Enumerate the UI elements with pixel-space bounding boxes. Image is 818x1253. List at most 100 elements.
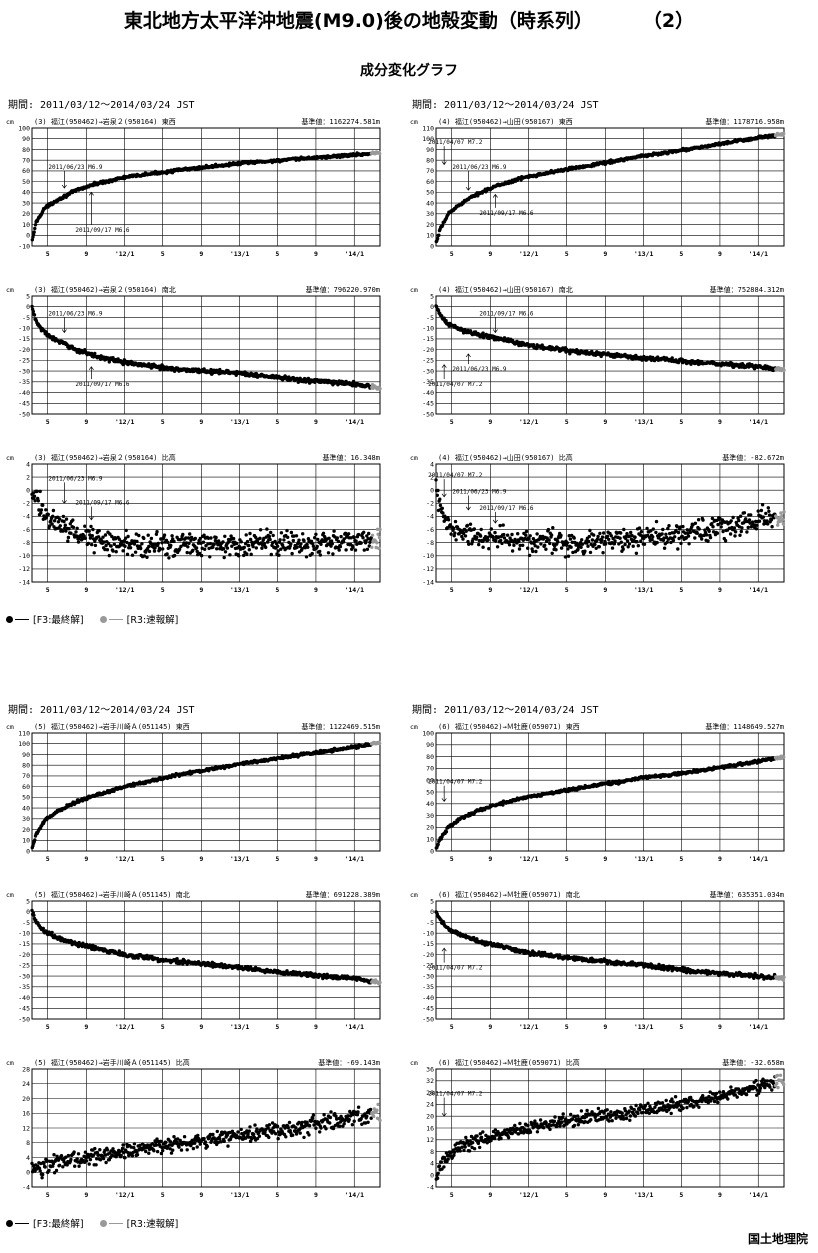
data-point-final <box>680 534 684 538</box>
data-point-final <box>527 537 531 541</box>
data-point-final <box>160 541 164 545</box>
data-point-final <box>304 555 309 559</box>
data-point-final <box>305 542 309 546</box>
data-point-final <box>440 223 445 227</box>
data-point-final <box>513 537 517 542</box>
data-point-final <box>760 503 765 507</box>
series-rapid <box>369 150 382 156</box>
data-point-final <box>770 525 774 529</box>
data-point-final <box>286 535 290 539</box>
data-point-final <box>277 553 281 557</box>
data-point-final <box>624 534 628 539</box>
x-tick-label: 9 <box>84 418 88 426</box>
x-tick-label: 9 <box>314 586 318 594</box>
data-point-final <box>179 537 184 541</box>
y-tick-label: 20 <box>22 210 30 218</box>
x-tick-label: 5 <box>679 855 683 863</box>
data-point-final <box>733 534 737 538</box>
chart-panel-4-height: cm (4) 福江(950462)→山田(950167) 比高 基準値：-82.67… <box>410 453 786 594</box>
data-point-final <box>63 523 67 527</box>
y-tick-label: 60 <box>426 777 434 785</box>
data-point-final <box>152 549 157 553</box>
annotation-label: 2011/06/23 M6.9 <box>48 310 103 317</box>
data-point-final <box>463 534 468 538</box>
data-point-final <box>553 544 557 548</box>
data-point-final <box>711 525 715 529</box>
y-tick-label: -45 <box>422 400 434 408</box>
data-point-final <box>625 539 630 543</box>
data-point-final <box>512 543 516 547</box>
data-point-final <box>487 547 491 551</box>
data-point-final <box>123 544 127 548</box>
data-point-final <box>731 515 735 520</box>
data-point-final <box>321 531 326 535</box>
data-point-final <box>91 527 95 532</box>
data-point-final <box>507 543 512 547</box>
x-tick-label: 9 <box>84 1023 88 1031</box>
x-tick-label: 9 <box>718 250 722 258</box>
data-point-final <box>651 535 655 539</box>
data-point-final <box>687 542 691 546</box>
data-point-final <box>51 514 55 518</box>
data-point-final <box>756 509 760 513</box>
x-tick-label: 5 <box>679 418 683 426</box>
data-point-final <box>524 529 529 534</box>
data-point-final <box>593 542 597 547</box>
data-point-final <box>327 536 331 540</box>
data-point-rapid <box>782 368 786 372</box>
data-point-final <box>501 523 505 527</box>
series-final <box>434 304 777 373</box>
series-final <box>30 151 373 242</box>
x-tick-label: 9 <box>488 855 492 863</box>
x-tick-label: 9 <box>314 1023 318 1031</box>
data-point-final <box>253 535 258 539</box>
data-point-final <box>117 537 122 541</box>
y-tick-label: 70 <box>426 765 434 773</box>
data-point-final <box>759 508 764 513</box>
data-point-final <box>446 518 451 522</box>
data-point-final <box>231 536 236 541</box>
data-point-final <box>223 550 228 554</box>
data-point-final <box>747 518 752 522</box>
x-tick-label: 5 <box>46 250 50 258</box>
data-point-final <box>435 493 439 497</box>
data-point-final <box>244 533 248 537</box>
y-tick-label: -30 <box>18 972 30 980</box>
data-point-final <box>745 530 749 534</box>
chart-panel-3-east-west: cm (3) 福江(950462)→岩泉２(950164) 東西 基準値：11622… <box>6 117 382 258</box>
data-point-final <box>434 305 439 309</box>
data-point-final <box>481 331 485 335</box>
data-point-final <box>365 534 369 538</box>
x-tick-label: '12/1 <box>115 855 135 863</box>
x-tick-label: 5 <box>565 418 569 426</box>
data-point-final <box>155 530 159 534</box>
data-point-final <box>449 532 453 536</box>
data-point-rapid <box>378 151 382 156</box>
data-point-final <box>688 530 693 535</box>
data-point-final <box>559 546 564 550</box>
data-point-final <box>102 540 106 544</box>
data-point-final <box>260 546 264 550</box>
data-point-final <box>185 550 189 555</box>
data-point-final <box>239 540 243 544</box>
data-point-final <box>32 913 36 917</box>
data-point-final <box>139 546 143 551</box>
data-point-final <box>766 522 770 526</box>
data-point-final <box>739 514 743 518</box>
data-point-final <box>594 546 598 550</box>
data-point-final <box>556 540 560 544</box>
data-point-rapid <box>781 522 786 526</box>
data-point-final <box>50 522 54 526</box>
annotation-label: 2011/04/07 M7.2 <box>428 139 483 146</box>
data-point-final <box>196 541 201 545</box>
data-point-final <box>660 532 664 536</box>
y-tick-label: 50 <box>426 189 434 197</box>
data-point-final <box>56 520 61 524</box>
data-point-final <box>44 515 49 519</box>
y-tick-label: 4 <box>430 460 434 468</box>
y-tick-label: -10 <box>18 242 30 250</box>
data-point-final <box>765 519 769 523</box>
data-point-final <box>158 547 162 551</box>
data-point-final <box>71 525 76 530</box>
data-point-final <box>579 545 583 549</box>
